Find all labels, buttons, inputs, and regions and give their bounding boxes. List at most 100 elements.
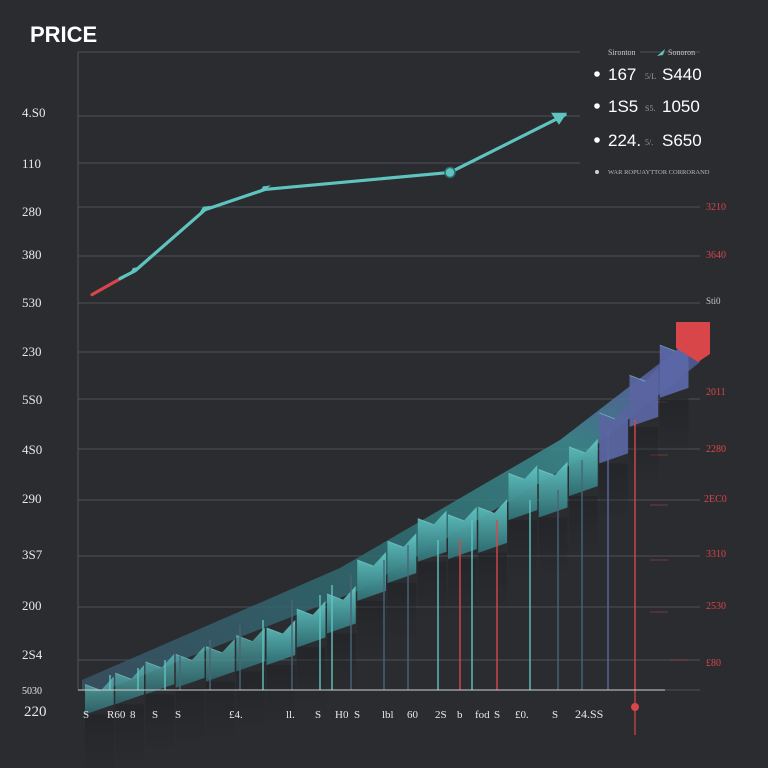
line-point [444,166,456,179]
x-tick-label: lbl [382,709,394,721]
bar [85,676,114,715]
legend-bullet [594,71,600,77]
bar [266,619,296,666]
y-tick-label-left: 220 [24,704,47,720]
y-tick-label-left: 5030 [22,686,42,697]
bar-shadow [175,687,205,748]
bar-highlight [326,593,343,601]
y-tick-label-left: 4S0 [22,442,42,457]
bar-highlight [387,540,404,548]
bar-highlight [205,646,222,654]
bar-shadow [569,496,598,557]
x-tick-label: S [152,709,158,721]
bar [145,653,175,695]
legend-item-separator: S5. [645,104,655,113]
bar [448,506,477,560]
y-tick-label-right: 3310 [706,549,726,560]
bar-highlight [115,672,132,680]
bar-highlight [417,518,434,526]
x-tick-label: S [175,709,181,721]
bar-shadow [236,671,265,732]
y-tick-label-right: 3640 [706,250,726,261]
y-tick-label-right: 2280 [706,444,726,455]
x-tick-label: ll. [286,709,295,721]
line-point [259,185,271,194]
bar [478,499,507,553]
bar-highlight [84,683,101,691]
legend-item-value: 167 [608,65,636,84]
y-tick-label-right: 2EC0 [704,494,727,505]
x-tick-label: 8 [130,709,136,721]
y-tick-label-left: 290 [22,491,42,506]
legend-item-amount: S440 [662,65,702,84]
legend-item-separator: 5/L [645,72,656,81]
bar [387,533,417,584]
x-tick-label: S [494,709,500,721]
bar-highlight [599,412,616,420]
y-axis-left: 4.S0 110 280 380 530 230 5S0 4S0 290 3S7 200 2S4 503… [22,105,47,720]
bar [206,638,235,682]
legend-item-value: 224. [608,131,641,150]
x-tick-label: 24.SS [575,707,603,721]
bar-shadow [357,600,386,661]
x-tick-label: S [83,709,89,721]
bar [175,646,205,688]
y-axis-right: 3210 3640 Sti0 2011 2280 2EC0 3310 2530 £80 [650,202,727,669]
bar [417,510,447,562]
bar-cap-red [676,322,710,362]
bar-highlight [145,661,162,669]
legend: Sironton Sonoron WAR ROPUAYTTOR CORRORAN… [594,48,710,176]
bar-shadow [206,681,235,742]
line-path [118,113,567,281]
line-point [129,266,141,275]
bar-highlight [508,472,525,480]
bar [538,461,568,518]
y-tick-label-left: 2S4 [22,647,43,662]
x-tick-label: S [315,709,321,721]
bar-highlight [568,446,585,454]
chart-title: PRICE [30,22,97,47]
legend-header-right: Sonoron [668,48,695,57]
bar-highlight [296,608,313,616]
legend-header-arrow-icon [657,49,665,56]
x-tick-label: R60 [107,709,126,721]
bar-shadow [417,561,447,622]
x-tick-label: £0. [515,709,529,721]
y-tick-label-right: 2530 [706,601,726,612]
line-point [199,205,211,214]
bar-shadow [478,552,507,613]
bar [115,665,144,705]
bar-shadow [508,520,538,581]
bar-highlight [447,514,464,522]
y-tick-label-right: Sti0 [706,296,721,306]
bar [357,552,386,601]
legend-item-value: 1S5 [608,97,638,116]
y-tick-label-right: 2011 [706,387,726,398]
x-tick-label: 2S [435,709,447,721]
line-segment-start [90,275,126,297]
y-tick-label-right: £80 [706,658,721,669]
bar-highlight [629,374,646,382]
y-tick-label-left: 5S0 [22,392,42,407]
x-tick-label: £4. [229,709,243,721]
bar-highlight [357,559,374,567]
legend-bullet [594,103,600,109]
x-tick-label: fod [475,709,490,721]
bar-shadow [659,397,689,458]
bar-highlight [659,344,676,352]
bar [659,337,689,398]
bar-shadow [538,517,568,578]
bar [599,404,628,464]
bar-shadow [115,704,144,765]
y-tick-label-left: 230 [22,344,42,359]
line-arrow-icon [551,112,567,125]
line-series [90,112,567,297]
y-tick-label-left: 200 [22,598,42,613]
bar [296,601,326,648]
y-tick-label-left: 280 [22,204,42,219]
x-tick-label: 60 [407,709,419,721]
ribbon-band [82,340,700,692]
legend-footnote: WAR ROPUAYTTOR CORRORAND [608,169,710,176]
y-tick-label-left: 110 [22,156,41,171]
